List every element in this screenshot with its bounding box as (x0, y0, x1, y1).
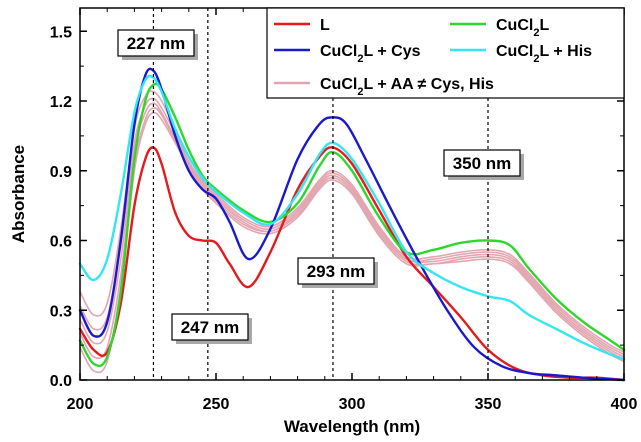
series-line (79, 102, 625, 358)
annotation-label: 293 nm (307, 262, 366, 281)
series-line (78, 74, 626, 361)
axis-layer: 200 250 300 350 400 0.0 0.3 0.6 0.9 1.2 1.5 (50, 8, 638, 413)
legend-item: L (274, 17, 330, 34)
legend-label: L (320, 17, 330, 34)
legend-item: CuCl2L (450, 17, 549, 39)
legend-label: CuCl2L + AA ≠ Cys, His (320, 76, 494, 98)
series-layer (78, 67, 626, 382)
series-line (79, 97, 625, 356)
legend-label: CuCl2L (496, 17, 549, 39)
series-line (79, 107, 625, 360)
legend-item: CuCl2L + AA ≠ Cys, His (274, 76, 494, 98)
annotation-box (297, 257, 375, 285)
y-tick-label: 0.3 (50, 303, 72, 320)
legend-item: CuCl2L + His (450, 43, 592, 65)
legend-label: CuCl2L + Cys (320, 43, 421, 65)
legend-label: CuCl2L + His (496, 43, 592, 65)
y-tick-label: 0.9 (50, 164, 72, 181)
series-line (79, 90, 625, 353)
series-line (78, 67, 626, 382)
annotation-box (117, 29, 195, 57)
annotation-label: 227 nm (127, 34, 186, 53)
y-tick-label: 1.5 (50, 24, 72, 41)
y-tick-label: 0.0 (50, 373, 72, 390)
annotation-label: 247 nm (181, 318, 240, 337)
y-tick-label: 1.2 (50, 94, 72, 111)
series-line (79, 111, 625, 374)
x-tick-label: 400 (611, 396, 638, 413)
annotations: 227 nm 247 nm 293 nm 350 nm (117, 29, 524, 344)
series-line (78, 82, 626, 368)
y-axis-title: Absorbance (9, 145, 28, 243)
annotation-box (443, 149, 521, 177)
y-tick-label: 0.6 (50, 234, 72, 251)
annotation-box (171, 313, 249, 341)
series-line (78, 146, 626, 382)
x-tick-label: 350 (475, 396, 502, 413)
annotation-label: 350 nm (453, 154, 512, 173)
x-axis-title: Wavelength (nm) (284, 417, 420, 436)
legend-item: CuCl2L + Cys (274, 43, 421, 65)
x-tick-label: 200 (67, 396, 94, 413)
x-tick-label: 300 (339, 396, 366, 413)
x-tick-label: 250 (203, 396, 230, 413)
legend-box (266, 7, 625, 99)
